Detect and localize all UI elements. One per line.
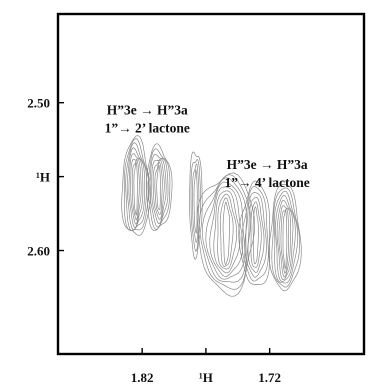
contour-ring-3-0 — [196, 172, 256, 297]
annotation-layer: H”3e → H”3a 1”→ 2’ lactone H”3e → H”3a 1”→ … — [105, 103, 310, 191]
contour-ring-5-5 — [278, 205, 291, 278]
annotation-0-line-0: H”3e → H”3a — [107, 103, 188, 118]
contour-ring-4-5 — [252, 206, 259, 265]
contour-layer — [121, 135, 302, 297]
annotation-1-line-0: H”3e → H”3a — [227, 157, 308, 172]
contour-ring-3-7 — [219, 197, 234, 267]
contour-ring-4-4 — [250, 201, 262, 268]
contour-ring-1-3 — [151, 158, 167, 224]
contour-ring-0-2 — [125, 142, 148, 232]
contour-ring-5-4 — [276, 199, 294, 281]
contour-ring-0-7 — [133, 161, 138, 216]
contour-ring-0-5 — [130, 158, 142, 225]
contour-ring-2-1 — [190, 159, 201, 252]
x-tick-label-1: ¹H — [199, 370, 213, 385]
annotation-0-line-1: 1”→ 2’ lactone — [105, 121, 190, 136]
contour-ring-2-0 — [189, 151, 203, 260]
contour-ring-1-4 — [152, 159, 165, 220]
contour-ring-0-0 — [121, 135, 151, 236]
x-tick-label-2: 1.72 — [258, 370, 281, 385]
plot-frame — [56, 12, 366, 356]
contour-ring-1-2 — [149, 154, 169, 228]
contour-ring-5-1 — [271, 187, 301, 288]
contour-ring-5-3 — [275, 194, 296, 282]
contour-ring-0-6 — [131, 159, 140, 221]
contour-ring-3-3 — [205, 181, 246, 280]
annotation-1-line-1: 1”→ 4’ lactone — [224, 175, 309, 190]
contour-ring-5-0 — [268, 184, 302, 292]
contour-ring-1-6 — [156, 164, 161, 211]
contour-ring-3-8 — [222, 201, 230, 266]
contour-ring-5-7 — [282, 209, 288, 270]
contour-ring-0-1 — [123, 137, 150, 232]
contour-ring-5-6 — [280, 208, 289, 274]
contour-ring-4-0 — [238, 180, 271, 285]
contour-ring-3-5 — [213, 190, 241, 274]
y-tick-label-2: 2.60 — [27, 244, 50, 259]
contour-ring-1-1 — [147, 148, 171, 230]
contour-ring-3-1 — [198, 174, 252, 290]
y-tick-label-0: 2.50 — [27, 96, 50, 111]
contour-ring-4-3 — [247, 197, 265, 273]
contour-ring-1-5 — [154, 161, 163, 216]
contour-ring-1-0 — [146, 143, 173, 231]
contour-ring-4-2 — [244, 192, 267, 278]
contour-ring-4-1 — [241, 186, 269, 282]
y-tick-label-1: ¹H — [36, 170, 50, 185]
tick-layer: 1.82 ¹H 1.72 2.50 ¹H 2.60 — [27, 96, 281, 385]
contour-ring-5-2 — [273, 190, 299, 284]
x-tick-label-0: 1.82 — [131, 370, 154, 385]
contour-ring-2-2 — [192, 163, 200, 243]
contour-ring-0-4 — [128, 153, 144, 229]
contour-ring-3-6 — [217, 193, 238, 270]
contour-ring-0-3 — [126, 147, 146, 231]
contour-ring-2-3 — [193, 168, 198, 234]
contour-ring-3-2 — [201, 177, 247, 283]
contour-ring-3-4 — [209, 186, 244, 277]
